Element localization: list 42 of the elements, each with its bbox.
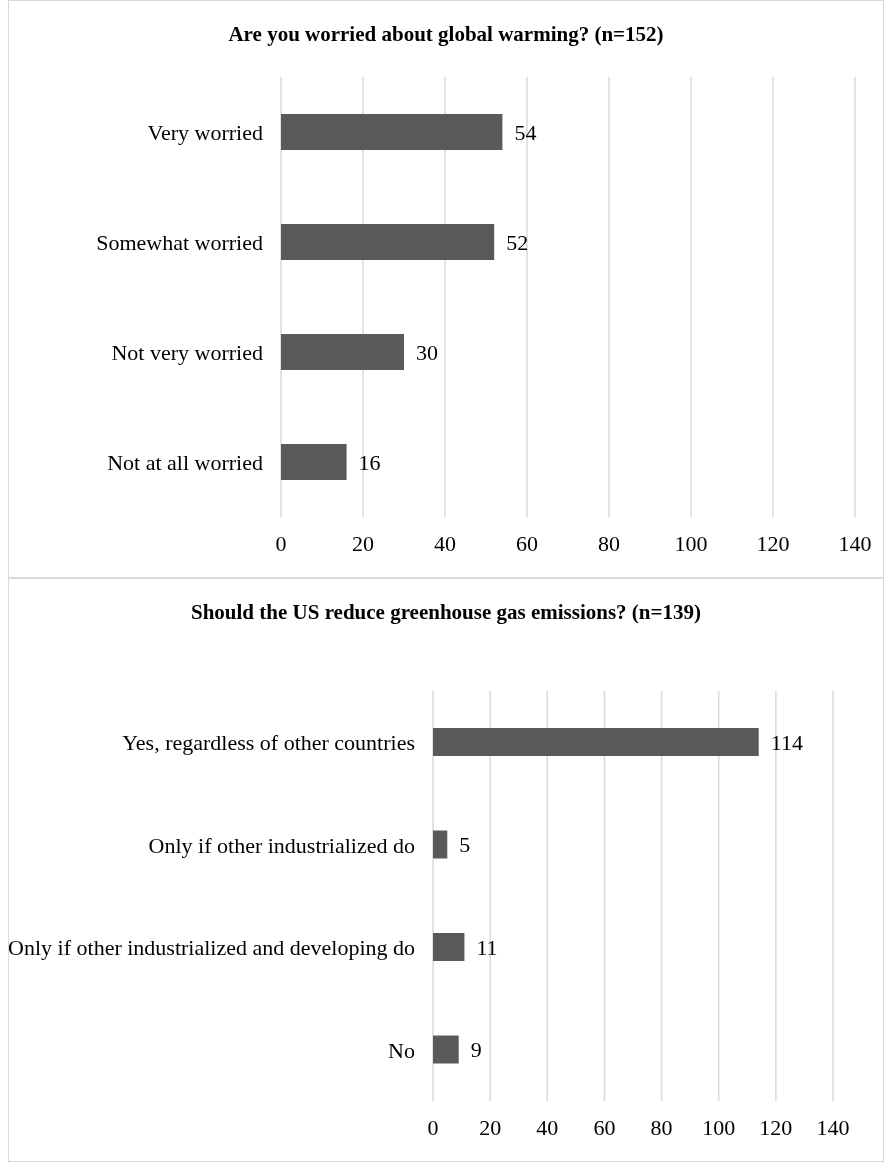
x-tick-label: 40	[536, 1114, 559, 1140]
chart-title: Are you worried about global warming? (n=152)	[227, 21, 665, 48]
bar	[281, 114, 503, 150]
x-tick-label: 0	[275, 530, 287, 556]
x-tick-label: 0	[427, 1114, 439, 1140]
y-tick-label: Only if other industrialized do	[148, 832, 415, 858]
x-tick-label: 20	[479, 1114, 502, 1140]
y-tick-label: Not very worried	[111, 339, 263, 365]
bar	[433, 728, 759, 756]
y-tick-label: Not at all worried	[107, 449, 263, 475]
x-tick-label: 120	[756, 530, 790, 556]
x-tick-label: 140	[816, 1114, 850, 1140]
y-tick-label: No	[388, 1037, 415, 1063]
bar	[433, 933, 465, 961]
bar	[433, 1035, 459, 1064]
x-tick-label: 60	[516, 530, 538, 556]
y-tick-label: Somewhat worried	[96, 229, 263, 255]
data-label: 54	[514, 119, 537, 145]
data-label: 9	[470, 1037, 482, 1063]
x-tick-label: 60	[593, 1114, 616, 1140]
x-tick-label: 80	[650, 1114, 673, 1140]
bar	[281, 444, 347, 480]
x-tick-label: 140	[838, 530, 872, 556]
data-label: 16	[358, 449, 381, 475]
x-tick-label: 120	[759, 1114, 793, 1140]
bar	[281, 334, 404, 370]
y-tick-label: Very worried	[147, 119, 263, 145]
y-tick-label: Only if other industrialized and developing do	[8, 935, 415, 961]
data-label: 52	[506, 229, 529, 255]
bar	[433, 830, 448, 859]
data-label: 30	[416, 339, 438, 365]
x-tick-label: 20	[352, 530, 374, 556]
x-tick-label: 100	[674, 530, 708, 556]
y-tick-label: Yes, regardless of other countries	[122, 730, 415, 756]
chart-title: Should the US reduce greenhouse gas emissions? (n=139)	[190, 599, 702, 626]
x-tick-label: 80	[598, 530, 620, 556]
data-label: 5	[459, 832, 471, 858]
data-label: 11	[476, 934, 498, 960]
bar	[281, 224, 495, 260]
x-tick-label: 40	[434, 530, 456, 556]
data-label: 114	[770, 729, 803, 755]
x-tick-label: 100	[702, 1114, 736, 1140]
